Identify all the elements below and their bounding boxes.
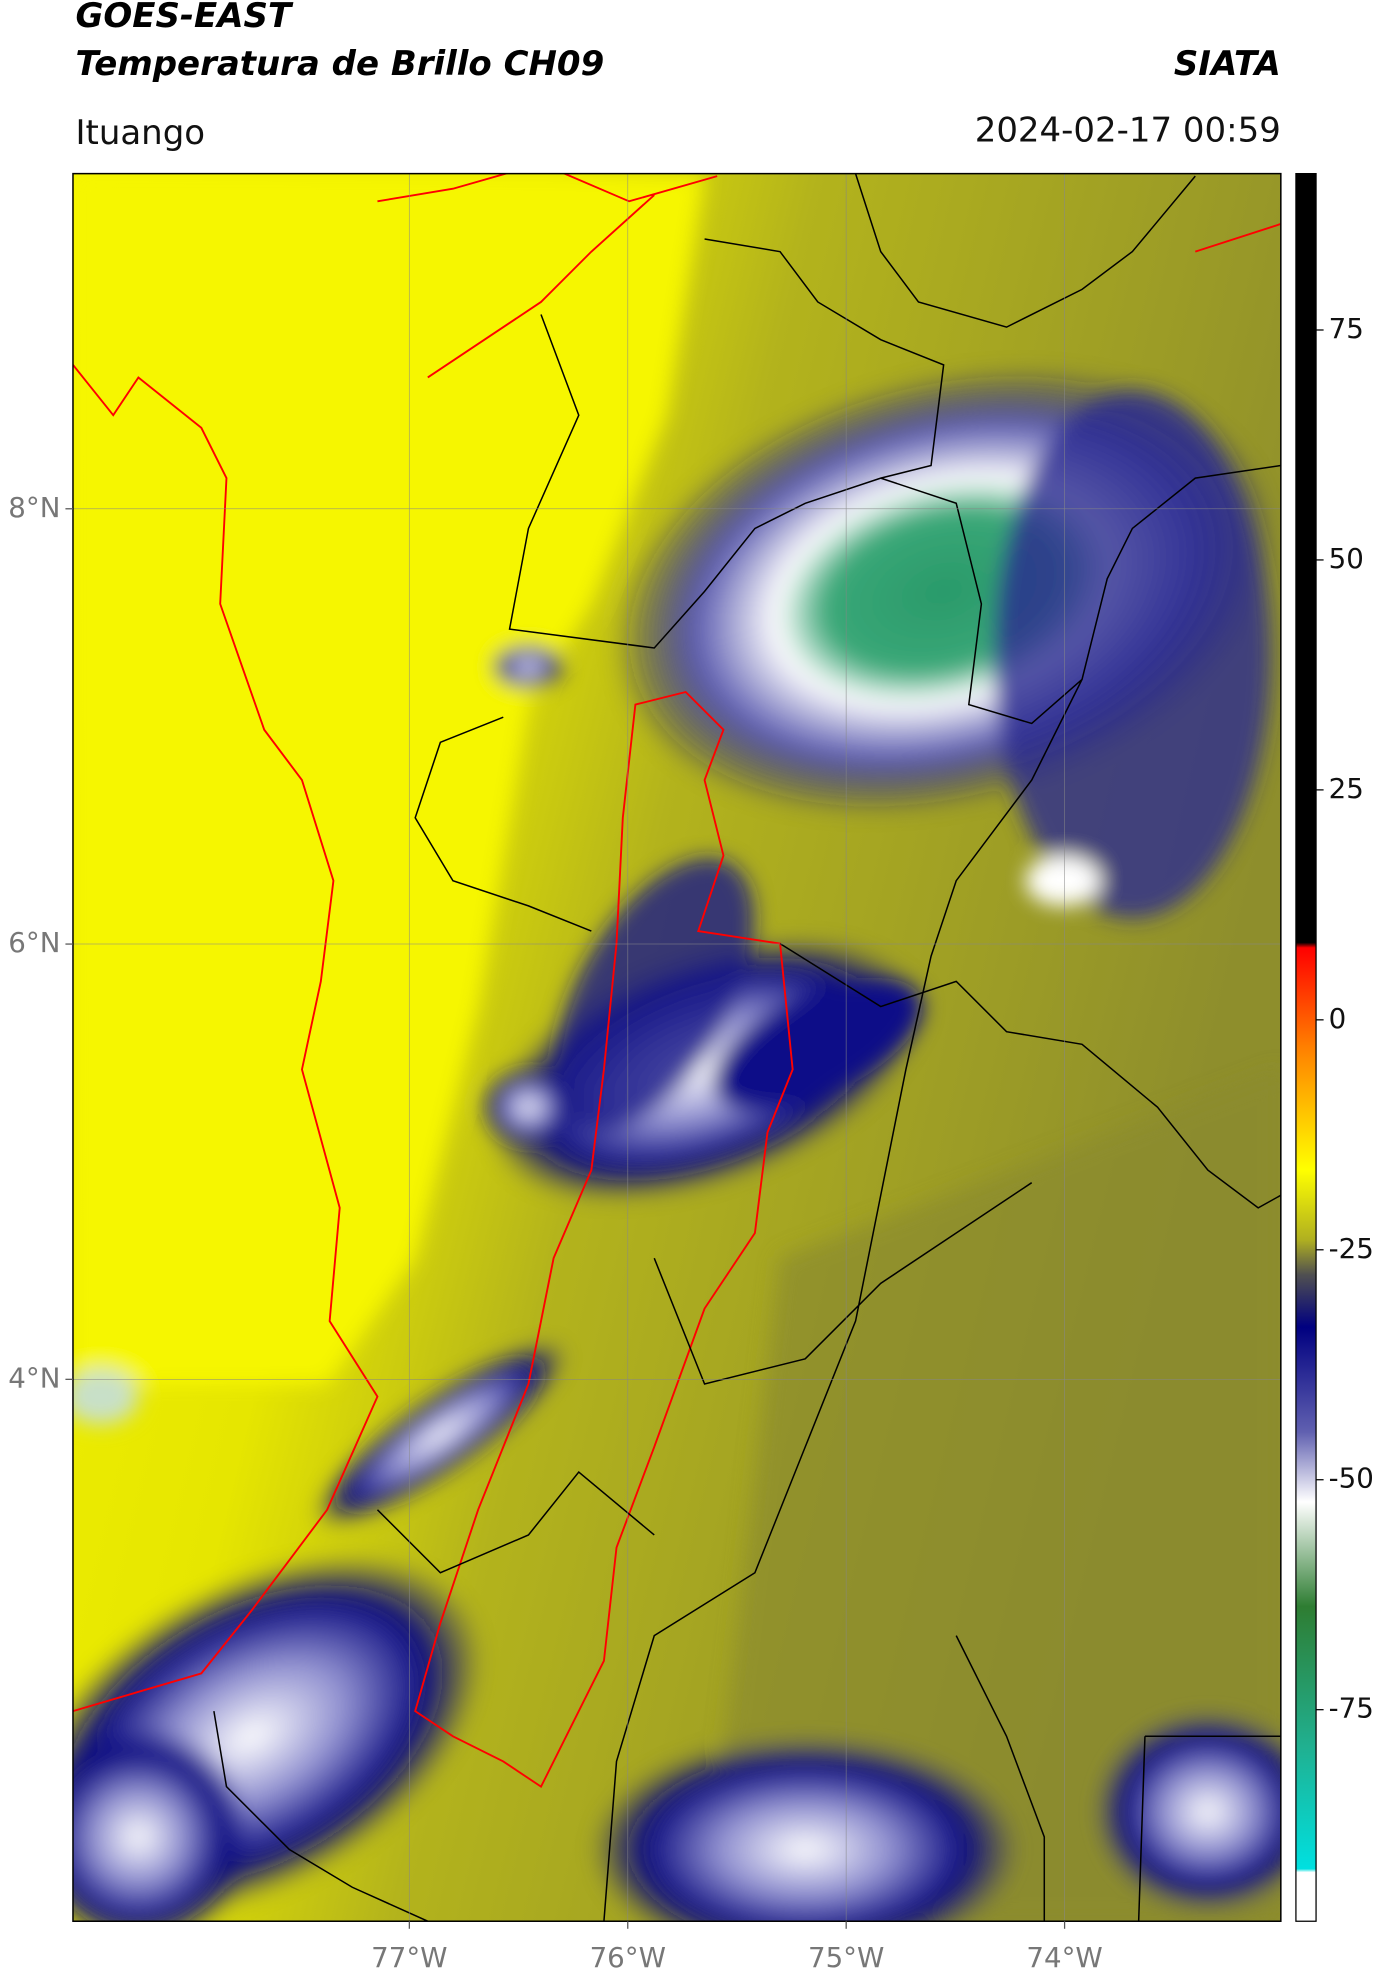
datetime: 2024-02-17 00:59 [975,111,1281,151]
colorbar-tick-label: -25 [1329,1232,1374,1265]
title: GOES-EAST [75,0,293,36]
colorbar [1295,172,1317,1922]
y-tick-label: 6°N [8,926,60,959]
satellite-image [72,173,1281,1922]
source: SIATA [1174,44,1281,84]
map-frame [72,172,1282,1922]
colorbar-tick-label: 75 [1329,312,1364,345]
location: Ituango [75,113,205,153]
colorbar-tick-label: 0 [1329,1002,1347,1035]
x-tick-label: 76°W [590,1941,666,1974]
x-tick-label: 74°W [1026,1941,1102,1974]
colorbar-tick-label: -75 [1329,1692,1374,1725]
subtitle: Temperatura de Brillo CH09 [75,44,604,84]
y-tick-label: 8°N [8,491,60,524]
colorbar-tick-label: 50 [1329,542,1364,575]
y-tick-label: 4°N [8,1361,60,1394]
graticule [72,173,1281,1922]
x-tick-label: 77°W [371,1941,447,1974]
colorbar-tick-label: -50 [1329,1462,1374,1495]
x-tick-label: 75°W [808,1941,884,1974]
colorbar-tick-label: 25 [1329,772,1364,805]
